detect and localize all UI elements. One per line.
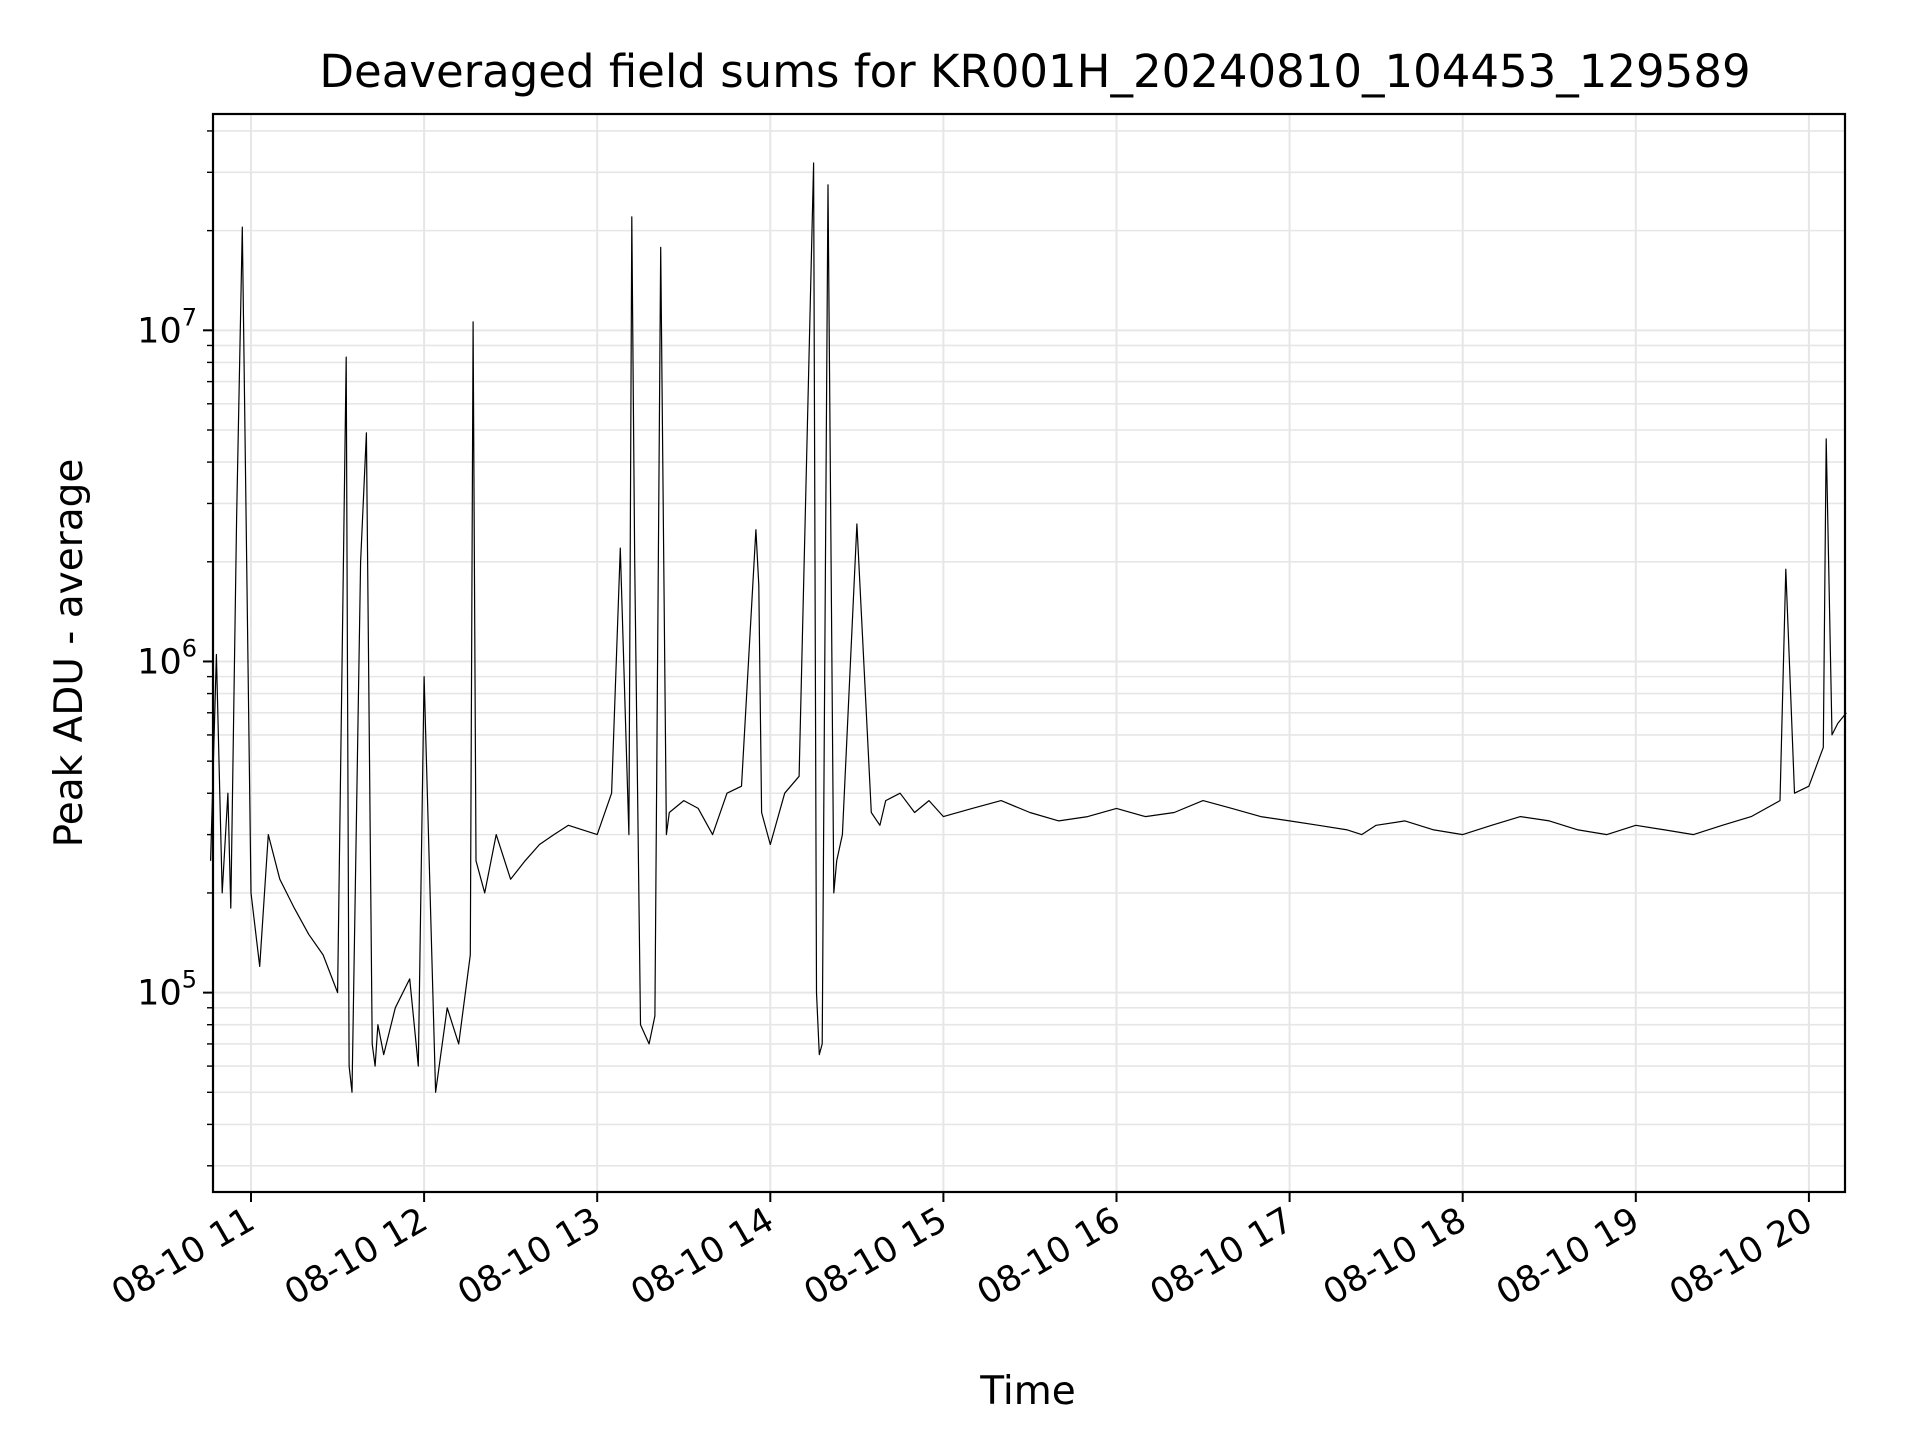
y-tick-label: 107 <box>137 303 197 351</box>
chart-title: Deaveraged field sums for KR001H_2024081… <box>319 45 1750 98</box>
plot-frame <box>211 112 1847 1194</box>
series-line <box>210 162 1847 1093</box>
y-tick-label: 105 <box>137 966 197 1014</box>
series-line-group <box>210 162 1847 1093</box>
x-axis-label: Time <box>979 1369 1075 1414</box>
y-tick-label: 106 <box>137 634 197 682</box>
y-axis-label: Peak ADU - average <box>47 459 92 848</box>
